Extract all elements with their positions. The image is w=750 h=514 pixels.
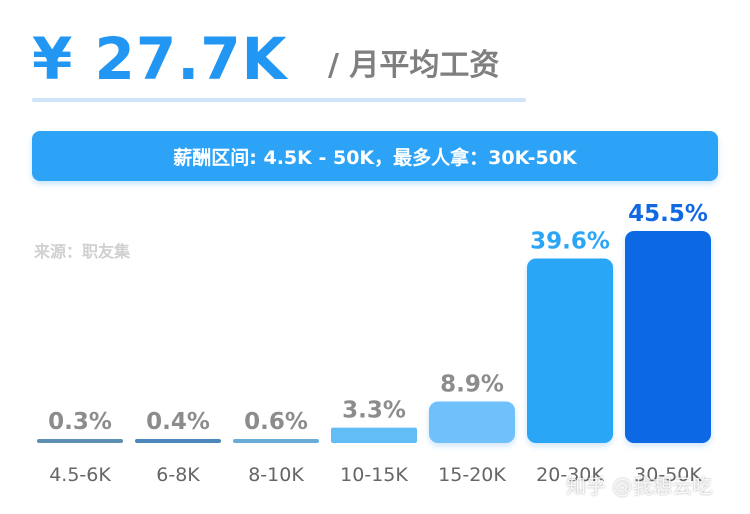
category-label-4.5-6K: 4.5-6K (49, 464, 111, 486)
bar-10-15K (331, 427, 417, 443)
value-label-10-15K: 3.3% (342, 398, 406, 424)
bar-15-20K (429, 401, 515, 443)
data-source-label: 来源：职友集 (34, 242, 131, 261)
headline: ¥ 27.7K / 月平均工资 (32, 22, 528, 102)
category-label-8-10K: 8-10K (248, 464, 304, 486)
value-label-30-50K: 45.5% (628, 201, 708, 227)
category-label-20-30K: 20-30K (536, 464, 604, 486)
bar-6-8K (135, 439, 221, 443)
average-salary-label: / 月平均工资 (328, 48, 500, 83)
value-label-8-10K: 0.6% (244, 409, 308, 435)
zhihu-watermark: 知乎 @我想云吃 (566, 474, 713, 498)
headline-underline (32, 98, 526, 102)
category-label-6-8K: 6-8K (156, 464, 200, 486)
salary-range-banner: 薪酬区间: 4.5K - 50K，最多人拿：30K-50K (32, 131, 718, 181)
bar-20-30K (527, 258, 613, 443)
value-label-15-20K: 8.9% (440, 372, 504, 398)
salary-distribution-chart: 0.3% 4.5-6K 0.4% 6-8K 0.6% 8-10K 3.3% 10-15K 8.9… (37, 201, 711, 486)
value-label-4.5-6K: 0.3% (48, 409, 112, 435)
bar-8-10K (233, 439, 319, 443)
category-label-10-15K: 10-15K (340, 464, 408, 486)
category-label-30-50K: 30-50K (634, 464, 702, 486)
salary-range-text: 薪酬区间: 4.5K - 50K，最多人拿：30K-50K (173, 146, 577, 169)
bar-30-50K (625, 231, 711, 443)
average-salary-value: ¥ 27.7K (32, 25, 288, 93)
category-label-15-20K: 15-20K (438, 464, 506, 486)
value-label-6-8K: 0.4% (146, 409, 210, 435)
value-label-20-30K: 39.6% (530, 228, 610, 254)
bar-4.5-6K (37, 439, 123, 443)
